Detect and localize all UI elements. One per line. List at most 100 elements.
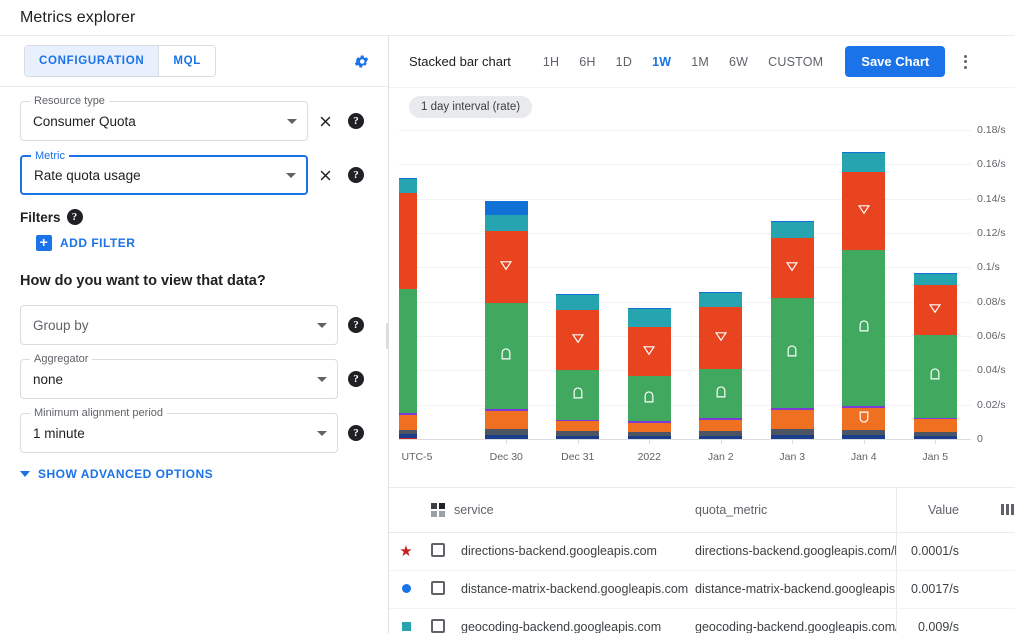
columns-settings-icon[interactable] bbox=[1001, 504, 1015, 516]
aggregator-field[interactable]: Aggregator none bbox=[20, 353, 338, 399]
save-chart-button[interactable]: Save Chart bbox=[845, 46, 946, 77]
chart-bar-segment[interactable] bbox=[556, 369, 600, 420]
chart-bar-segment[interactable] bbox=[770, 408, 814, 411]
row-checkbox-cell[interactable] bbox=[423, 532, 453, 571]
chart-bar-segment[interactable] bbox=[627, 308, 671, 327]
chart-bar-segment[interactable] bbox=[627, 435, 671, 439]
show-advanced-options-button[interactable]: SHOW ADVANCED OPTIONS bbox=[20, 467, 368, 481]
chart-bar-segment[interactable] bbox=[842, 430, 886, 436]
range-custom[interactable]: CUSTOM bbox=[768, 54, 824, 69]
chart-bar-segment[interactable] bbox=[484, 435, 528, 439]
chart-bar-segment[interactable] bbox=[627, 421, 671, 423]
range-1d[interactable]: 1D bbox=[615, 54, 633, 69]
chart-bar-segment[interactable] bbox=[699, 368, 743, 419]
select-all-grid-icon[interactable] bbox=[431, 502, 445, 517]
chart-bar-segment[interactable] bbox=[399, 414, 418, 431]
chart-bar-segment[interactable] bbox=[913, 285, 957, 336]
resource-type-field[interactable]: Resource type Consumer Quota bbox=[20, 95, 308, 141]
chart-bar-segment[interactable] bbox=[627, 432, 671, 436]
range-6h[interactable]: 6H bbox=[579, 54, 596, 69]
chart-bar-segment[interactable] bbox=[556, 435, 600, 439]
chart-bar-segment[interactable] bbox=[770, 220, 814, 223]
chart-bar-segment[interactable] bbox=[399, 192, 418, 290]
row-checkbox[interactable] bbox=[431, 580, 445, 595]
chart-bar[interactable] bbox=[770, 220, 814, 439]
chart-bar-segment[interactable] bbox=[484, 215, 528, 231]
group-by-field[interactable]: Group by bbox=[20, 305, 338, 345]
chart-bar-segment[interactable] bbox=[699, 420, 743, 432]
chart-bar-segment[interactable] bbox=[842, 407, 886, 431]
chart-bar-segment[interactable] bbox=[913, 435, 957, 439]
chart-bar-segment[interactable] bbox=[556, 419, 600, 421]
kebab-menu-icon[interactable] bbox=[951, 48, 979, 76]
chart-bar-segment[interactable] bbox=[770, 410, 814, 430]
chart-bar-segment[interactable] bbox=[484, 409, 528, 412]
chart-bar-segment[interactable] bbox=[770, 429, 814, 436]
chart-bar[interactable] bbox=[484, 200, 528, 439]
help-icon[interactable]: ? bbox=[348, 167, 364, 183]
chart-bar-segment[interactable] bbox=[399, 438, 418, 439]
table-row[interactable]: geocoding-backend.googleapis.com geocodin… bbox=[389, 608, 1015, 633]
clear-resource-type-icon[interactable] bbox=[312, 114, 338, 129]
columns-settings-header[interactable] bbox=[1001, 488, 1015, 533]
chart-bar-segment[interactable] bbox=[399, 289, 418, 413]
table-row[interactable]: ★ directions-backend.googleapis.com direct… bbox=[389, 532, 1015, 571]
chart-bar-segment[interactable] bbox=[770, 238, 814, 299]
chart-bar-segment[interactable] bbox=[399, 178, 418, 180]
table-row[interactable]: distance-matrix-backend.googleapis.com di… bbox=[389, 570, 1015, 609]
chart-bar-segment[interactable] bbox=[556, 295, 600, 310]
range-1m[interactable]: 1M bbox=[691, 54, 709, 69]
chart-bar-segment[interactable] bbox=[699, 306, 743, 369]
value-column-header[interactable]: Value bbox=[895, 488, 1001, 533]
chart-bar-segment[interactable] bbox=[913, 335, 957, 418]
chevron-down-icon[interactable] bbox=[317, 430, 327, 436]
chart-bar-segment[interactable] bbox=[556, 421, 600, 432]
chart-bar-segment[interactable] bbox=[484, 411, 528, 430]
chart-bar-segment[interactable] bbox=[484, 302, 528, 410]
chart-bar[interactable] bbox=[556, 293, 600, 439]
tab-mql[interactable]: MQL bbox=[159, 46, 216, 76]
chart-bar-segment[interactable] bbox=[627, 326, 671, 377]
chart-bar-segment[interactable] bbox=[627, 422, 671, 433]
chart-bar-segment[interactable] bbox=[699, 431, 743, 436]
chart-bar-segment[interactable] bbox=[913, 419, 957, 433]
add-filter-button[interactable]: + ADD FILTER bbox=[36, 235, 368, 251]
gear-icon[interactable] bbox=[348, 48, 374, 74]
chart-bar[interactable] bbox=[627, 307, 671, 439]
help-icon[interactable]: ? bbox=[348, 425, 364, 441]
chart-bar-segment[interactable] bbox=[913, 432, 957, 436]
tab-configuration[interactable]: CONFIGURATION bbox=[25, 46, 160, 76]
chart-bar-segment[interactable] bbox=[770, 298, 814, 409]
help-icon[interactable]: ? bbox=[348, 113, 364, 129]
chart-bar-segment[interactable] bbox=[913, 417, 957, 420]
chevron-down-icon[interactable] bbox=[317, 322, 327, 328]
panel-resize-handle[interactable] bbox=[386, 322, 388, 349]
row-checkbox[interactable] bbox=[431, 542, 445, 557]
chart-bar-segment[interactable] bbox=[399, 430, 418, 435]
chart-type-selector[interactable]: Stacked bar chart bbox=[409, 54, 519, 69]
chart-bar[interactable] bbox=[399, 178, 418, 439]
chart-bar-segment[interactable] bbox=[556, 431, 600, 436]
row-checkbox-cell[interactable] bbox=[423, 570, 453, 609]
chart-bar[interactable] bbox=[699, 291, 743, 439]
chart-plot-area[interactable]: 0 0.02/s 0.04/s 0.06/s 0.08/s 0.1/s 0.12/s 0.14… bbox=[399, 124, 1006, 463]
chart-bar-segment[interactable] bbox=[842, 151, 886, 154]
metric-field[interactable]: Metric Rate quota usage bbox=[20, 150, 308, 195]
alignment-period-field[interactable]: Minimum alignment period 1 minute bbox=[20, 407, 338, 453]
range-1h[interactable]: 1H bbox=[542, 54, 560, 69]
service-column-header[interactable]: service bbox=[423, 488, 691, 533]
chart-bar-segment[interactable] bbox=[770, 435, 814, 439]
chart-bar-segment[interactable] bbox=[556, 309, 600, 370]
chart-bar-segment[interactable] bbox=[842, 405, 886, 408]
chart-bar-segment[interactable] bbox=[770, 222, 814, 239]
chart-bar-segment[interactable] bbox=[699, 293, 743, 307]
chart-bar-segment[interactable] bbox=[913, 272, 957, 274]
chart-bar-segment[interactable] bbox=[699, 418, 743, 421]
help-icon[interactable]: ? bbox=[66, 209, 83, 225]
chart-bar-segment[interactable] bbox=[399, 434, 418, 439]
chart-bar-segment[interactable] bbox=[842, 249, 886, 406]
clear-metric-icon[interactable] bbox=[312, 168, 338, 183]
chart-bar-segment[interactable] bbox=[399, 412, 418, 415]
chart-bar-segment[interactable] bbox=[699, 291, 743, 294]
help-icon[interactable]: ? bbox=[348, 371, 364, 387]
